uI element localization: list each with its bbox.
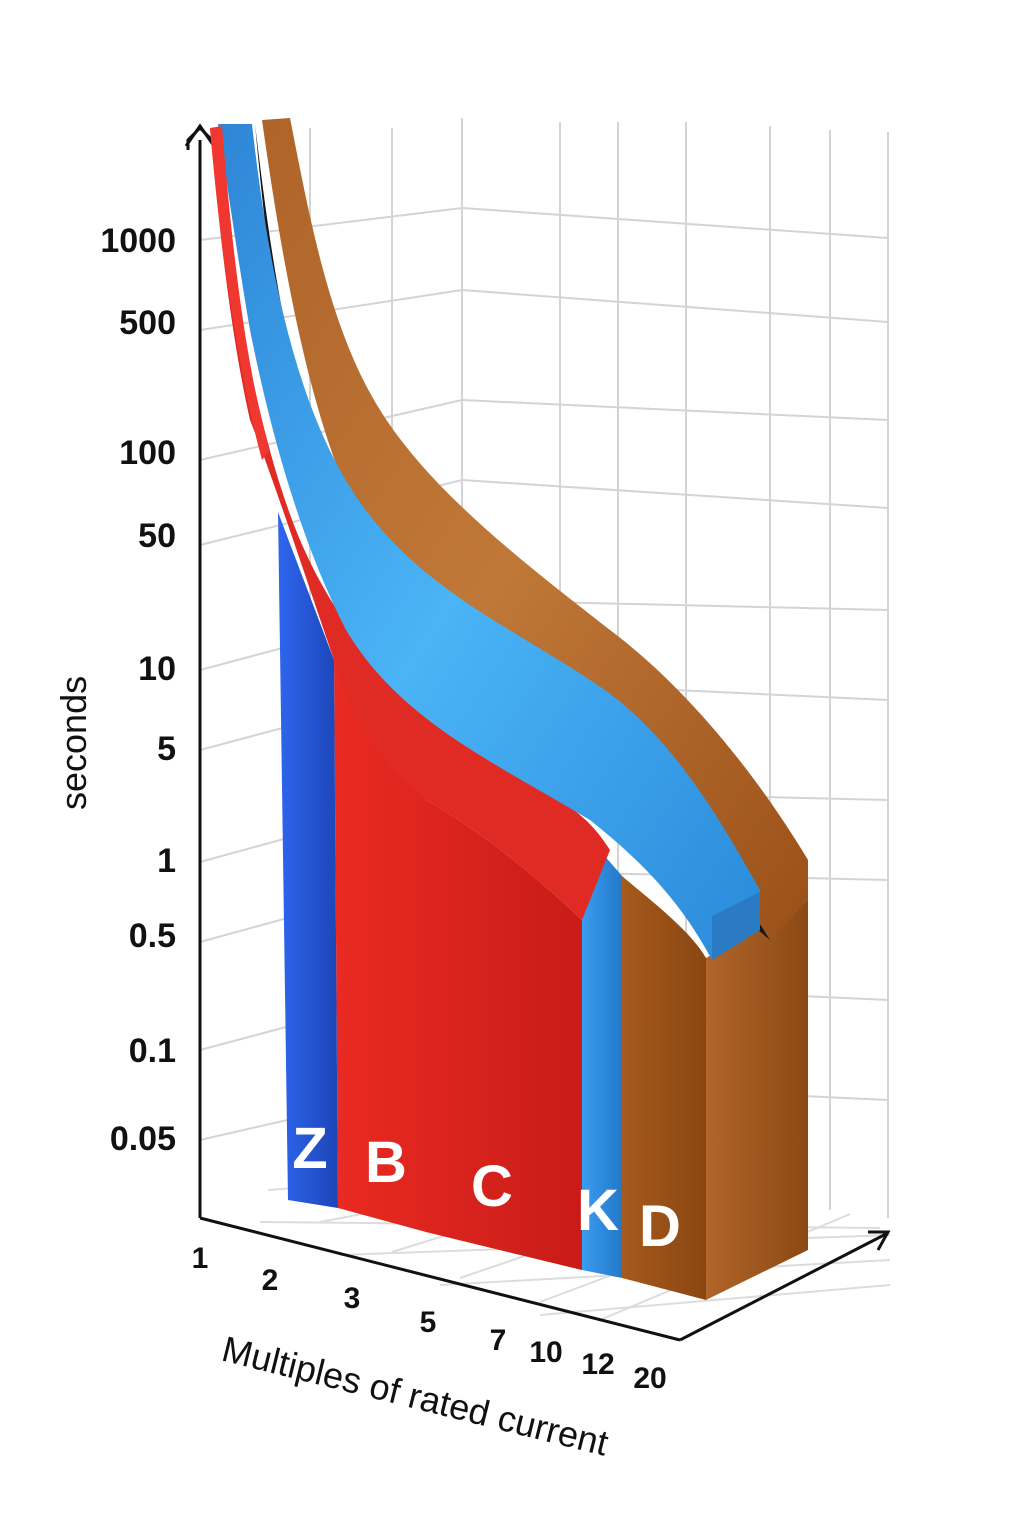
x-tick-label: 5 [420,1306,437,1339]
y-tick-label: 0.5 [129,917,176,955]
y-tick-label: 1 [157,842,176,880]
y-tick-label: 50 [138,517,176,555]
x-axis-line [199,1216,681,1342]
band-label-b: B [365,1130,407,1195]
blue-tube-end [712,892,760,960]
y-tick-label: 0.05 [110,1120,176,1158]
x-tick-label: 3 [344,1282,361,1315]
x-tick-label: 12 [581,1348,614,1381]
y-tick-label: 500 [119,304,176,342]
band-label-k: K [577,1178,619,1243]
band-label-d: D [639,1194,681,1259]
y-tick-group: 0.05 0.1 0.5 1 5 10 50 100 500 1000 [100,222,176,1158]
y-tick-label: 1000 [100,222,176,260]
band-z [278,512,338,1208]
y-axis-arrow [184,123,216,147]
band-label-c: C [471,1154,513,1219]
blue-tube [218,124,760,960]
y-tick-label: 10 [138,650,176,688]
y-tick-label: 5 [157,730,176,768]
depth-axis-line [679,1232,887,1342]
x-tick-label: 10 [529,1336,562,1369]
y-tick-label: 0.1 [129,1032,176,1070]
band-d-front [622,876,706,1300]
red-curve-strip [210,126,270,460]
red-curve-sheet [210,128,610,920]
axes [184,123,891,1342]
band-label-z: Z [292,1116,327,1181]
band-d-side [706,900,808,1300]
x-tick-label: 7 [490,1324,507,1357]
x-tick-label: 20 [633,1362,666,1395]
y-axis-title: seconds [53,676,94,810]
band-k [582,830,622,1278]
band-group [210,118,808,1300]
depth-axis-arrow [868,1230,891,1251]
x-tick-label: 2 [262,1264,279,1297]
brown-tube [262,118,808,940]
band-b [334,660,582,1270]
x-tick-label: 1 [192,1242,209,1275]
y-tick-label: 100 [119,434,176,472]
